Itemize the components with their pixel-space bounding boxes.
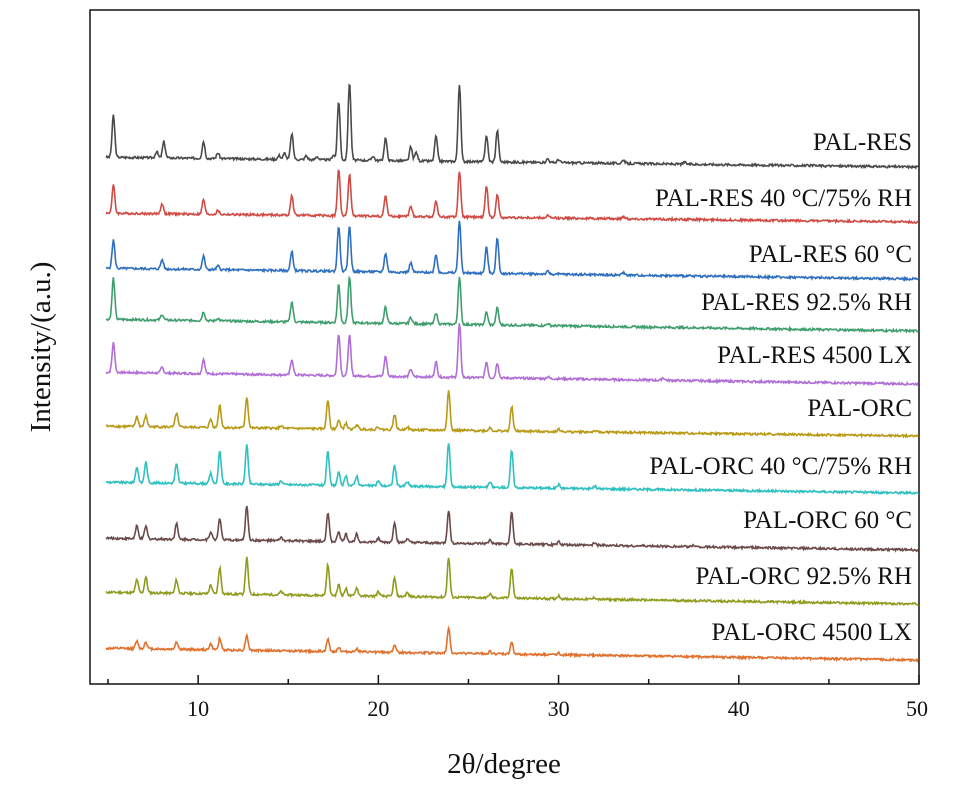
x-tick-label-30: 30: [548, 696, 570, 721]
series-line-6: [105, 390, 919, 439]
series-label-5: PAL-RES 4500 LX: [717, 342, 912, 369]
series-label-7: PAL-ORC 40 °C/75% RH: [649, 453, 912, 480]
series-label-1: PAL-RES: [813, 129, 912, 156]
series-line-8: [105, 505, 920, 553]
x-tick-label-50: 50: [906, 696, 928, 721]
series-label-2: PAL-RES 40 °C/75% RH: [655, 185, 912, 212]
series-line-2: [105, 169, 920, 225]
series-label-3: PAL-RES 60 °C: [749, 241, 912, 268]
series-label-4: PAL-RES 92.5% RH: [701, 289, 912, 316]
x-axis: 10 20 30 40 50: [107, 675, 928, 721]
x-tick-label-40: 40: [728, 696, 750, 721]
series-label-10: PAL-ORC 4500 LX: [712, 619, 913, 646]
series-line-5: [105, 323, 919, 387]
x-axis-title: 2θ/degree: [447, 748, 561, 780]
series-line-3: [105, 220, 920, 283]
series-label-8: PAL-ORC 60 °C: [743, 507, 912, 534]
series-line-1: [105, 83, 919, 170]
series-labels-group: PAL-RES PAL-RES 40 °C/75% RH PAL-RES 60 °C…: [649, 129, 912, 646]
series-line-10: [105, 625, 919, 663]
traces-group: [105, 83, 920, 663]
plot-frame: [89, 9, 920, 685]
x-tick-label-10: 10: [187, 696, 209, 721]
x-tick-label-20: 20: [367, 696, 389, 721]
series-label-6: PAL-ORC: [807, 395, 912, 422]
series-label-9: PAL-ORC 92.5% RH: [696, 563, 912, 590]
series-line-4: [105, 275, 920, 334]
y-axis-title: Intensity/(a.u.): [25, 262, 57, 433]
series-line-9: [105, 556, 920, 607]
series-line-7: [105, 443, 920, 496]
